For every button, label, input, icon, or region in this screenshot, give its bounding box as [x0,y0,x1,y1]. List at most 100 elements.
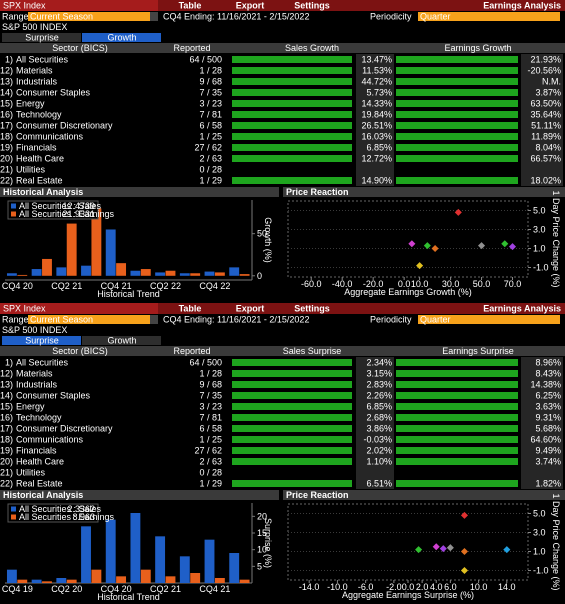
reported-count: 9 / 68 [199,380,222,390]
scatter-point[interactable] [460,566,469,575]
row-number: 19) [0,446,13,456]
legend-swatch [11,211,16,217]
tab[interactable] [82,336,161,345]
earnings-value: 3.63% [535,402,561,412]
period-text: CQ4 Ending: 11/16/2021 - 2/15/2022 [163,315,309,325]
reported-count: 64 / 500 [189,358,222,368]
scatter-point[interactable] [416,262,424,270]
row-number: 21) [0,468,13,478]
scatter-point[interactable] [508,243,517,251]
sector-name[interactable]: Consumer Discretionary [16,121,113,131]
sector-name[interactable]: Industrials [16,380,58,390]
menu-item[interactable]: Settings [294,304,330,314]
tab-label[interactable]: Surprise [25,33,59,43]
sector-name[interactable]: Consumer Staples [16,391,91,401]
sector-name[interactable]: Industrials [16,77,58,87]
sector-name[interactable]: Health Care [16,154,64,164]
tab-label[interactable]: Growth [107,336,136,346]
range-field[interactable] [28,12,150,21]
sector-name[interactable]: Materials [16,66,53,76]
sales-value: 2.83% [366,380,392,390]
index-name: S&P 500 INDEX [2,325,67,335]
bar [155,272,166,276]
tab[interactable] [2,33,81,42]
bar [17,579,28,583]
tab-label[interactable]: Surprise [25,336,59,346]
section-title: Historical Analysis [3,490,83,500]
sector-name[interactable]: Technology [16,413,62,423]
x-tick-label: -14.0 [299,582,320,592]
periodicity-field[interactable] [418,315,560,324]
value-column-bg [356,357,394,489]
scatter-point[interactable] [454,208,462,216]
sector-name[interactable]: Communications [16,132,84,142]
sector-name[interactable]: Communications [16,435,84,445]
sector-name[interactable]: Consumer Discretionary [16,424,113,434]
sector-name[interactable]: Utilities [16,468,46,478]
sector-name[interactable]: Energy [16,99,45,109]
sales-bar-track [232,425,352,432]
legend-swatch [11,506,16,512]
menu-item[interactable]: Settings [294,1,330,11]
scatter-point[interactable] [478,242,486,250]
earnings-bar-track [396,414,518,421]
tab[interactable] [2,336,81,345]
periodicity-field[interactable] [418,12,560,21]
sector-name[interactable]: Materials [16,369,53,379]
earnings-bar-track [396,425,518,432]
sales-bar-track [232,111,352,118]
sales-value: 2.68% [366,413,392,423]
sector-name[interactable]: Technology [16,110,62,120]
scatter-point[interactable] [501,240,509,248]
range-field[interactable] [28,315,150,324]
sales-value: 1.10% [366,457,392,467]
earnings-value: 21.93% [530,55,561,65]
sector-name[interactable]: All Securities [16,55,69,65]
sector-name[interactable]: Financials [16,446,57,456]
x-tick-label: 10.0 [470,582,488,592]
menu-item[interactable]: Table [179,304,202,314]
bar [42,258,52,276]
tab-label[interactable]: Growth [107,33,136,43]
range-dropdown[interactable] [150,12,158,21]
section-bar [0,490,279,500]
scatter-point[interactable] [431,244,439,253]
range-dropdown[interactable] [150,315,158,324]
scatter-point[interactable] [446,544,454,552]
column-header: Sales Surprise [283,346,342,356]
row-number: 18) [0,132,13,142]
sales-value: 14.33% [361,99,392,109]
sales-value: -0.03% [363,435,392,445]
tab[interactable] [82,33,161,42]
x-tick-label: -10.0 [327,582,348,592]
y-tick-label: -1.0 [533,263,549,273]
menu-item[interactable]: Export [236,304,265,314]
row-number: 17) [0,121,13,131]
x-tick-label: CQ2 20 [51,584,82,594]
scatter-point[interactable] [408,240,416,248]
scatter-point[interactable] [432,543,440,551]
sales-value: 19.84% [361,110,392,120]
sector-name[interactable]: Utilities [16,165,46,175]
reported-count: 64 / 500 [189,55,222,65]
x-axis-title: Historical Trend [97,592,160,602]
sector-name[interactable]: Consumer Staples [16,88,91,98]
sector-name[interactable]: All Securities [16,358,69,368]
bar [239,274,250,276]
row-number: 22) [0,479,13,489]
value-column-bg [521,54,563,186]
earnings-value: 35.64% [530,110,561,120]
sector-name[interactable]: Real Estate [16,176,63,186]
app-title: Earnings Analysis [483,1,561,11]
scatter-point[interactable] [460,547,469,556]
menu-item[interactable]: Export [236,1,265,11]
y-tick-label: 3.0 [533,225,546,235]
sector-name[interactable]: Financials [16,143,57,153]
sector-name[interactable]: Energy [16,402,45,412]
scatter-point[interactable] [423,242,431,250]
bar [140,569,151,583]
sector-name[interactable]: Health Care [16,457,64,467]
sector-name[interactable]: Real Estate [16,479,63,489]
menu-item[interactable]: Table [179,1,202,11]
